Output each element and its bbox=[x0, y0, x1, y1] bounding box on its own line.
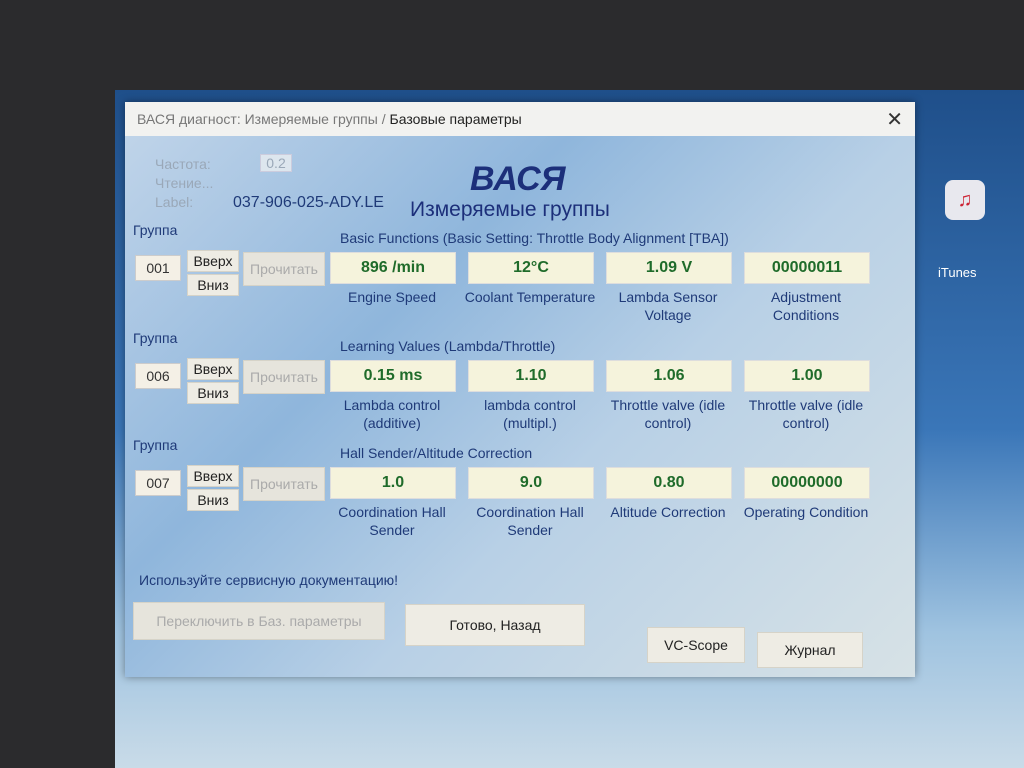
brand-logo: ВАСЯ bbox=[470, 160, 566, 198]
freq-label: Частота: bbox=[155, 156, 211, 172]
group-number-input[interactable]: 007 bbox=[135, 470, 181, 496]
measured-value: 00000011 bbox=[744, 252, 870, 284]
service-notice: Используйте сервисную документацию! bbox=[139, 572, 399, 588]
done-back-button[interactable]: Готово, Назад bbox=[405, 604, 585, 646]
switch-basic-settings-button[interactable]: Переключить в Баз. параметры bbox=[133, 602, 385, 640]
group-up-button[interactable]: Вверх bbox=[187, 465, 239, 487]
group-number-input[interactable]: 001 bbox=[135, 255, 181, 281]
group-label: Группа bbox=[133, 222, 178, 238]
log-button[interactable]: Журнал bbox=[757, 632, 863, 668]
group-up-button[interactable]: Вверх bbox=[187, 358, 239, 380]
group-label: Группа bbox=[133, 437, 178, 453]
value-caption: Altitude Correction bbox=[610, 504, 726, 520]
value-caption: Throttle valve (idle control) bbox=[748, 397, 864, 431]
group-down-button[interactable]: Вниз bbox=[187, 274, 239, 296]
value-caption: Engine Speed bbox=[348, 289, 436, 305]
group-header: Hall Sender/Altitude Correction bbox=[340, 445, 533, 461]
itunes-label[interactable]: iTunes bbox=[938, 265, 977, 280]
measuring-groups-window: ВАСЯ диагност: Измеряемые группы / Базов… bbox=[125, 102, 915, 677]
measured-value: 0.15 ms bbox=[330, 360, 456, 392]
value-caption: Throttle valve (idle control) bbox=[610, 397, 726, 431]
group-up-button[interactable]: Вверх bbox=[187, 250, 239, 272]
value-caption: Coolant Temperature bbox=[464, 289, 596, 305]
freq-input[interactable]: 0.2 bbox=[260, 154, 292, 172]
measured-value: 896 /min bbox=[330, 252, 456, 284]
measured-value: 9.0 bbox=[468, 467, 594, 499]
group-header: Basic Functions (Basic Setting: Throttle… bbox=[340, 230, 729, 246]
itunes-icon[interactable]: ♫ bbox=[945, 180, 985, 220]
measured-value: 1.10 bbox=[468, 360, 594, 392]
value-caption: Coordination Hall Sender bbox=[476, 504, 584, 538]
vc-scope-button[interactable]: VC-Scope bbox=[647, 627, 745, 663]
label-value: 037-906-025-ADY.LE bbox=[233, 194, 384, 211]
close-icon[interactable]: ✕ bbox=[886, 108, 903, 131]
group-label: Группа bbox=[133, 330, 178, 346]
value-caption: Operating Condition bbox=[743, 504, 869, 520]
group-number-input[interactable]: 006 bbox=[135, 363, 181, 389]
group-read-button[interactable]: Прочитать bbox=[243, 252, 325, 286]
page-subtitle: Измеряемые группы bbox=[410, 198, 610, 221]
window-title: ВАСЯ диагност: Измеряемые группы / Базов… bbox=[137, 111, 522, 127]
measured-value: 00000000 bbox=[744, 467, 870, 499]
reading-label: Чтение... bbox=[155, 175, 214, 191]
value-caption: lambda control (multipl.) bbox=[484, 397, 576, 431]
label-label: Label: bbox=[155, 194, 194, 210]
measured-value: 0.80 bbox=[606, 467, 732, 499]
measured-value: 1.0 bbox=[330, 467, 456, 499]
measured-value: 12°C bbox=[468, 252, 594, 284]
title-bar: ВАСЯ диагност: Измеряемые группы / Базов… bbox=[125, 102, 915, 136]
measured-value: 1.00 bbox=[744, 360, 870, 392]
group-down-button[interactable]: Вниз bbox=[187, 382, 239, 404]
group-down-button[interactable]: Вниз bbox=[187, 489, 239, 511]
value-caption: Lambda control (additive) bbox=[343, 397, 441, 431]
value-caption: Adjustment Conditions bbox=[770, 289, 842, 323]
value-caption: Coordination Hall Sender bbox=[338, 504, 446, 538]
value-caption: Lambda Sensor Voltage bbox=[618, 289, 718, 323]
group-read-button[interactable]: Прочитать bbox=[243, 467, 325, 501]
measured-value: 1.06 bbox=[606, 360, 732, 392]
group-header: Learning Values (Lambda/Throttle) bbox=[340, 338, 556, 354]
group-read-button[interactable]: Прочитать bbox=[243, 360, 325, 394]
measured-value: 1.09 V bbox=[606, 252, 732, 284]
